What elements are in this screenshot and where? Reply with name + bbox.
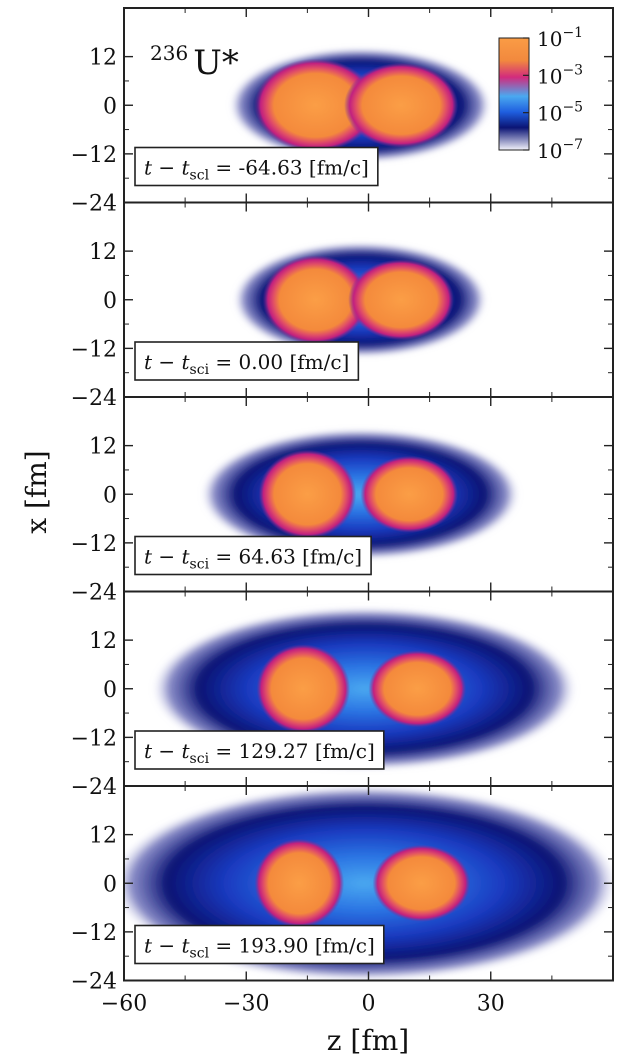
y-tick-label: −24 xyxy=(71,970,117,995)
colorbar: 10−110−310−510−7 xyxy=(498,25,583,163)
density-map xyxy=(201,429,520,560)
x-tick-label: −30 xyxy=(223,992,269,1017)
density-map xyxy=(152,607,577,770)
y-tick-label: −12 xyxy=(71,337,117,362)
time-label-unit: [fm/c] xyxy=(315,739,375,763)
panel-3: 12 0 −12 −24 t − tsci = 64.63 [fm/c] xyxy=(71,396,614,606)
y-tick-label: 0 xyxy=(103,483,117,508)
time-label-value: = 64.63 xyxy=(209,545,302,569)
colorbar-tick-base: 10 xyxy=(537,64,562,88)
nucleus-symbol: U* xyxy=(193,43,239,83)
colorbar-tick-label: 10−3 xyxy=(537,62,583,88)
fragment-heavy-core xyxy=(256,644,351,734)
y-tick-label: −12 xyxy=(71,143,117,168)
y-tick-label: 0 xyxy=(103,289,117,314)
time-label-box xyxy=(134,535,372,576)
time-label: t − tscl = 193.90 [fm/c] xyxy=(144,934,375,962)
colorbar-ticks: 10−110−310−510−7 xyxy=(523,25,583,163)
nucleus-mass-number: 236 xyxy=(150,41,188,65)
colorbar-tick-exponent: −1 xyxy=(562,25,583,41)
fragment-heavy-core xyxy=(254,838,345,928)
time-label-box xyxy=(134,146,379,187)
colorbar-tick-label: 10−1 xyxy=(537,25,583,51)
y-tick-label: −24 xyxy=(71,775,117,800)
time-label-value: = 193.90 xyxy=(209,934,315,958)
x-tick-label: −60 xyxy=(101,992,147,1017)
y-tick-label: −12 xyxy=(71,532,117,557)
fragment-light-core xyxy=(344,62,459,148)
panel-5: 12 0 −12 −24 t − tscl = 193.90 [fm/c] xyxy=(71,785,614,995)
colorbar-tick-base: 10 xyxy=(537,27,562,51)
panel-1: 12 0 −12 −24 t − tscl = -64.63 [fm/c] xyxy=(71,7,614,217)
y-tick-label: −24 xyxy=(71,581,117,606)
fragment-light-core xyxy=(360,455,459,533)
time-label-box xyxy=(134,730,385,770)
density-map xyxy=(229,48,491,162)
y-tick-label: 0 xyxy=(103,678,117,703)
nucleus-label: 236 U* xyxy=(150,41,239,83)
time-label: t − tsci = 129.27 [fm/c] xyxy=(144,739,375,767)
colorbar-gradient xyxy=(498,37,530,151)
colorbar-tick-label: 10−5 xyxy=(537,100,583,126)
fragment-heavy-core xyxy=(254,58,377,152)
time-label-prefix: t − t xyxy=(144,156,191,180)
time-label-prefix: t − t xyxy=(144,350,191,374)
y-tick-label: −12 xyxy=(71,921,117,946)
y-tick-label: 12 xyxy=(89,824,117,849)
time-label-box xyxy=(134,341,360,381)
time-label-unit: [fm/c] xyxy=(309,156,369,180)
colorbar-tick-label: 10−7 xyxy=(537,137,583,163)
time-label-unit: [fm/c] xyxy=(315,934,375,958)
time-label: t − tsci = 0.00 [fm/c] xyxy=(144,350,349,378)
time-label-value: = -64.63 xyxy=(209,156,309,180)
time-label-value: = 0.00 xyxy=(209,350,289,374)
density-halo xyxy=(152,607,577,770)
y-tick-label: 0 xyxy=(103,94,117,119)
fragment-heavy-core xyxy=(262,255,369,345)
time-label-subscript: sci xyxy=(190,751,210,767)
time-label-prefix: t − t xyxy=(144,739,191,763)
time-label-value: = 129.27 xyxy=(209,739,315,763)
time-label-subscript: sci xyxy=(190,362,210,378)
panel-2: 12 0 −12 −24 t − tsci = 0.00 [fm/c] xyxy=(71,201,614,411)
fragment-light-core xyxy=(368,650,467,728)
y-tick-label: −24 xyxy=(71,386,117,411)
colorbar-tick-exponent: −3 xyxy=(562,62,583,78)
colorbar-tick-exponent: −5 xyxy=(562,100,583,116)
time-label-unit: [fm/c] xyxy=(302,545,362,569)
time-label: t − tscl = -64.63 [fm/c] xyxy=(144,156,369,184)
time-label-prefix: t − t xyxy=(144,934,191,958)
panels-layer: 120−12−24t − tscl = -64.63 [fm/c]120−12−… xyxy=(71,7,614,1017)
time-label-unit: [fm/c] xyxy=(289,350,349,374)
x-axis-title: z [fm] xyxy=(327,1024,409,1057)
colorbar-tick-base: 10 xyxy=(537,139,562,163)
time-label-subscript: scl xyxy=(190,168,210,184)
time-label-subscript: sci xyxy=(190,557,210,573)
x-axis-title-text: z [fm] xyxy=(327,1024,409,1057)
y-tick-label: 12 xyxy=(89,240,117,265)
y-tick-label: −12 xyxy=(71,726,117,751)
x-tick-label: 0 xyxy=(362,992,376,1017)
x-tick-label: 30 xyxy=(477,992,505,1017)
time-label: t − tsci = 64.63 [fm/c] xyxy=(144,545,362,573)
colorbar-tick-exponent: −7 xyxy=(562,137,583,153)
fragment-heavy-core xyxy=(258,449,357,539)
y-tick-label: 12 xyxy=(89,46,117,71)
colorbar-tick-base: 10 xyxy=(537,102,562,126)
y-tick-label: 12 xyxy=(89,629,117,654)
y-axis-title-text: x [fm] xyxy=(20,450,53,533)
time-label-box xyxy=(134,924,385,965)
panel-4: 12 0 −12 −24 t − tsci = 129.27 [fm/c] xyxy=(71,590,614,800)
y-axis-title: x [fm] xyxy=(20,450,53,533)
y-tick-label: 0 xyxy=(103,872,117,897)
density-map xyxy=(234,243,487,357)
y-tick-label: 12 xyxy=(89,435,117,460)
fragment-light-core xyxy=(372,844,471,922)
time-label-subscript: scl xyxy=(190,946,210,962)
time-label-prefix: t − t xyxy=(144,545,191,569)
y-tick-label: −24 xyxy=(71,192,117,217)
fragment-light-core xyxy=(348,259,455,341)
